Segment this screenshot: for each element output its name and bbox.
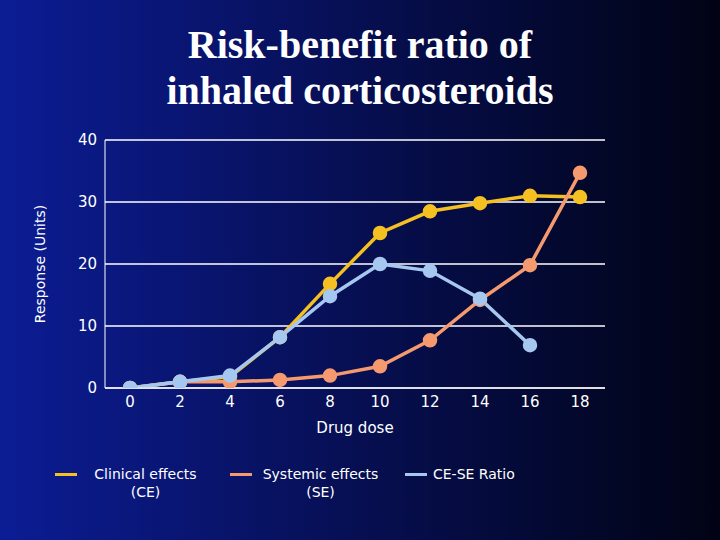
- svg-text:8: 8: [325, 393, 335, 411]
- svg-text:12: 12: [420, 393, 439, 411]
- svg-text:20: 20: [78, 255, 97, 273]
- svg-text:6: 6: [275, 393, 285, 411]
- svg-text:Drug dose: Drug dose: [316, 419, 393, 437]
- svg-text:14: 14: [470, 393, 489, 411]
- html-text:Systemic effects (SE): Systemic effects (SE): [262, 466, 379, 500]
- svg-text:0: 0: [87, 379, 97, 397]
- svg-text:30: 30: [78, 193, 97, 211]
- svg-text:40: 40: [78, 131, 97, 149]
- svg-text:16: 16: [520, 393, 539, 411]
- svg-text:0: 0: [125, 393, 135, 411]
- svg-text:2: 2: [175, 393, 185, 411]
- svg-text:10: 10: [370, 393, 389, 411]
- svg-text:4: 4: [225, 393, 235, 411]
- html-text:CE-SE Ratio: CE-SE Ratio: [433, 466, 515, 482]
- svg-text:10: 10: [78, 317, 97, 335]
- svg-text:Response (Units): Response (Units): [32, 205, 48, 323]
- html-text:Risk-benefit ratio of inhaled: Risk-benefit ratio of inhaled corticoste…: [166, 22, 554, 113]
- html-text:Clinical effects (CE): Clinical effects (CE): [94, 466, 197, 500]
- svg-text:18: 18: [570, 393, 589, 411]
